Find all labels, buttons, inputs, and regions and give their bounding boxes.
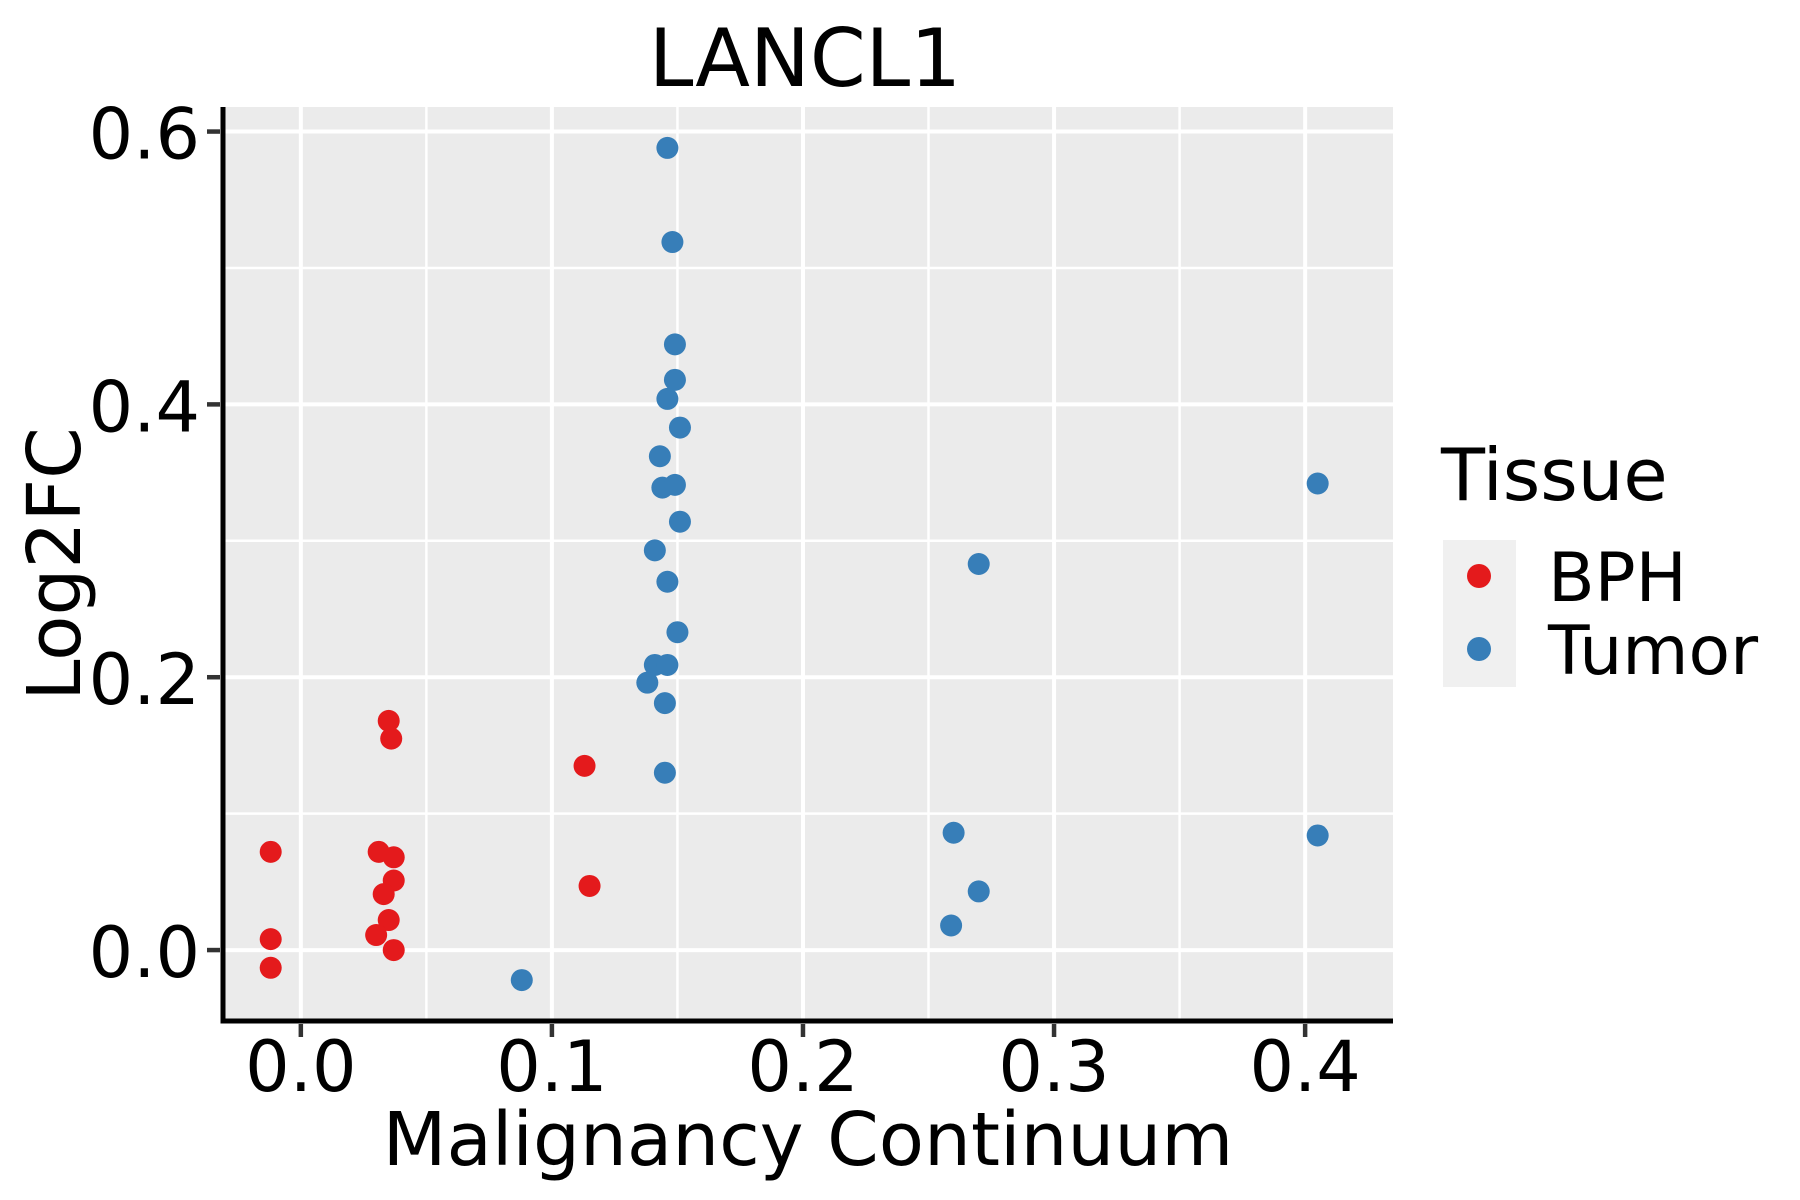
data-point-tumor <box>668 416 691 439</box>
data-point-tumor <box>666 621 689 644</box>
legend-label-bph: BPH <box>1548 539 1687 618</box>
data-point-bph <box>377 909 400 932</box>
data-point-bph <box>380 727 403 750</box>
y-tick-label: 0.6 <box>89 94 200 176</box>
data-point-tumor <box>967 880 990 903</box>
data-point-bph <box>578 874 601 897</box>
data-point-tumor <box>656 136 679 159</box>
data-point-bph <box>365 924 388 947</box>
data-point-tumor <box>663 368 686 391</box>
x-tick-label: 0.1 <box>496 1026 607 1108</box>
legend-key-tumor-dot <box>1467 637 1491 661</box>
data-point-bph <box>573 754 596 777</box>
legend-key-background <box>1443 540 1516 687</box>
data-point-bph <box>259 840 282 863</box>
data-point-tumor <box>656 387 679 410</box>
y-tick-label: 0.0 <box>89 912 200 994</box>
x-tick-label: 0.0 <box>245 1026 356 1108</box>
data-point-tumor <box>663 473 686 496</box>
data-point-bph <box>382 939 405 962</box>
data-point-tumor <box>967 553 990 575</box>
legend-key-bph-dot <box>1467 564 1491 588</box>
data-point-bph <box>259 956 282 979</box>
data-point-tumor <box>653 692 676 715</box>
x-tick-label: 0.3 <box>998 1026 1109 1108</box>
data-point-tumor <box>942 821 965 844</box>
data-point-tumor <box>656 570 679 593</box>
data-point-bph <box>377 709 400 732</box>
legend: Tissue BPH Tumor <box>1440 433 1758 691</box>
panel-background <box>223 107 1393 1021</box>
legend-title: Tissue <box>1440 433 1668 517</box>
legend-label-tumor: Tumor <box>1547 612 1758 691</box>
data-point-tumor <box>636 671 659 694</box>
y-tick-label: 0.4 <box>89 366 200 448</box>
data-point-tumor <box>663 333 686 356</box>
data-point-bph <box>259 928 282 951</box>
plot-panel <box>223 107 1393 1021</box>
data-point-tumor <box>653 761 676 784</box>
x-tick-label: 0.4 <box>1249 1026 1360 1108</box>
data-points-layer <box>259 136 1329 992</box>
data-point-tumor <box>510 969 533 992</box>
axes-layer: 0.0 0.1 0.2 0.3 0.4 0.0 0.2 0.4 0.6 <box>89 94 1393 1108</box>
x-tick-label: 0.2 <box>747 1026 858 1108</box>
data-point-tumor <box>648 445 671 468</box>
data-point-tumor <box>1306 472 1329 495</box>
data-point-tumor <box>1306 824 1329 847</box>
data-point-tumor <box>940 914 963 937</box>
data-point-bph <box>372 883 395 906</box>
data-point-bph <box>382 846 405 869</box>
data-point-tumor <box>668 510 691 533</box>
data-point-tumor <box>643 539 666 562</box>
data-point-tumor <box>661 231 684 254</box>
data-point-tumor <box>656 653 679 676</box>
plot-title: LANCL1 <box>649 12 961 105</box>
y-tick-label: 0.2 <box>89 639 200 721</box>
x-axis-title: Malignancy Continuum <box>383 1097 1234 1183</box>
y-axis-title: Log2FC <box>12 427 98 701</box>
